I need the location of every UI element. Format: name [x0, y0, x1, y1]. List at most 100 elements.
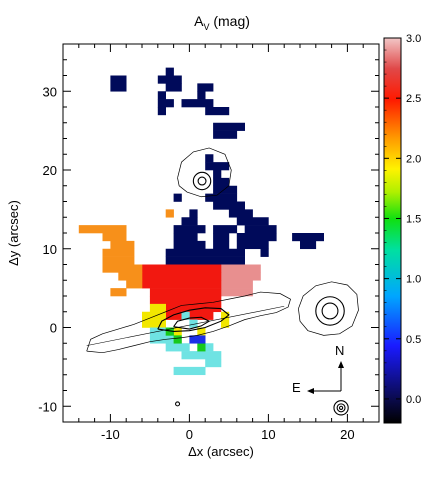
av-cell-2-2: [142, 280, 222, 289]
star-b-outer-contour: [177, 147, 232, 198]
av-cell-0-36: [213, 240, 230, 250]
star-3-ring-0: [175, 401, 181, 407]
compass-north-label: N: [335, 343, 344, 358]
av-cell-0-8: [157, 99, 174, 108]
av-cell-3-2: [110, 240, 135, 250]
av-cell-0-3: [165, 83, 182, 92]
av-cell-3-8: [110, 288, 127, 297]
av-cell-4-0: [149, 303, 166, 313]
av-cell-6-2: [197, 343, 206, 352]
av-cell-2-1: [142, 272, 222, 281]
av-cell-0-37: [236, 240, 261, 250]
av-cell-0-14: [205, 154, 214, 163]
av-cell-5-5: [205, 359, 222, 368]
av-cell-0-21: [213, 201, 245, 210]
colorbar-tick-label: 1.5: [406, 213, 421, 225]
av-cell-0-31: [213, 233, 230, 242]
av-cell-0-40: [165, 248, 245, 257]
x-tick-label: 0: [186, 427, 193, 442]
av-cell-0-6: [197, 91, 206, 100]
chart-title: AV (mag): [194, 13, 250, 32]
av-cell-1-0: [221, 264, 261, 273]
av-cell-2-0: [142, 264, 222, 273]
av-cell-0-27: [173, 225, 206, 234]
av-cell-0-11: [213, 122, 245, 131]
av-cell-0-15: [205, 162, 230, 171]
av-cell-0-28: [213, 225, 238, 234]
y-axis-ticks: -10 0 10 20 30: [38, 43, 379, 423]
av-cell-3-4: [102, 256, 135, 265]
compass-east-arrowhead: [307, 388, 314, 394]
star-2-ring-1: [336, 403, 346, 413]
colorbar-tick-label: 0.0: [406, 394, 421, 406]
galaxy-mid-contour: [157, 307, 230, 332]
av-cell-2-5: [157, 303, 222, 313]
x-tick-label: 20: [340, 427, 354, 442]
y-tick-label: 20: [43, 163, 57, 178]
compass: N E: [292, 343, 344, 395]
av-cell-5-7: [189, 319, 198, 328]
y-tick-label: 10: [43, 242, 57, 257]
y-tick-label: 30: [43, 84, 57, 99]
av-cell-4-1: [142, 311, 166, 320]
galaxy-outer-contour: [86, 291, 291, 354]
colorbar-tick-label: 1.0: [406, 274, 421, 286]
av-cell-0-42: [165, 256, 245, 265]
av-cell-6-1: [165, 327, 174, 336]
av-cell-1-1: [221, 272, 261, 281]
av-cell-5-8: [181, 311, 190, 320]
av-cell-0-35: [173, 240, 206, 250]
colorbar-tick-label: 2.0: [406, 153, 421, 165]
av-cell-0-10: [157, 107, 166, 116]
av-cell-0-2: [157, 75, 182, 84]
av-cell-0-41: [260, 248, 269, 257]
x-tick-label: 10: [261, 427, 275, 442]
av-cell-0-18: [213, 185, 238, 194]
y-tick-label: 0: [50, 321, 57, 336]
av-cell-3-5: [102, 264, 143, 273]
compass-east-label: E: [292, 380, 301, 395]
av-cell-0-9: [205, 107, 230, 116]
av-cell-0-4: [157, 91, 166, 100]
av-cell-0-0: [110, 75, 127, 92]
star-0-ring-1: [315, 296, 345, 326]
av-cell-0-12: [213, 130, 230, 139]
av-cell-3-1: [102, 233, 127, 242]
colorbar-ticks: 0.0 0.5 1.0 1.5 2.0 2.5 3.0: [384, 33, 421, 412]
colorbar-tick-label: 3.0: [406, 33, 421, 45]
star-1-ring-0: [197, 176, 207, 186]
av-cell-1-3: [221, 288, 253, 297]
av-cell-0-16: [213, 170, 222, 179]
colorbar: [383, 37, 402, 424]
av-cell-3-7: [126, 280, 143, 289]
av-cell-0-22: [228, 209, 253, 218]
av-cell-4-2: [142, 319, 166, 328]
av-cell-5-1: [149, 335, 174, 344]
av-cell-0-30: [173, 233, 198, 242]
star-2-ring-2: [333, 400, 349, 416]
av-cell-0-24: [181, 217, 190, 226]
compass-north-arrowhead: [338, 361, 344, 368]
colorbar-tick-label: 0.5: [406, 334, 421, 346]
av-cell-0-34: [292, 233, 324, 242]
av-cell-2-3: [149, 288, 222, 297]
av-cell-3-6: [118, 272, 143, 281]
x-axis-ticks: -10 0 10 20: [62, 44, 380, 442]
av-cell-0-17: [213, 177, 230, 187]
av-cell-2-4: [149, 296, 222, 305]
av-cell-4-4: [221, 319, 230, 328]
x-tick-label: -10: [101, 427, 120, 442]
av-cell-0-20: [173, 193, 182, 202]
av-cell-0-5: [197, 83, 214, 92]
av-cell-5-4: [181, 351, 222, 360]
colorbar-tick-label: 2.5: [406, 93, 421, 105]
y-axis-label: Δy (arcsec): [6, 200, 21, 266]
av-cell-6-0: [173, 335, 182, 344]
av-cell-0-32: [236, 233, 261, 242]
av-cell-3-3: [102, 248, 135, 257]
av-cell-5-2: [165, 343, 190, 352]
av-cell-0-1: [165, 67, 174, 76]
av-cell-0-33: [260, 233, 277, 242]
av-cell-3-9: [165, 209, 174, 218]
